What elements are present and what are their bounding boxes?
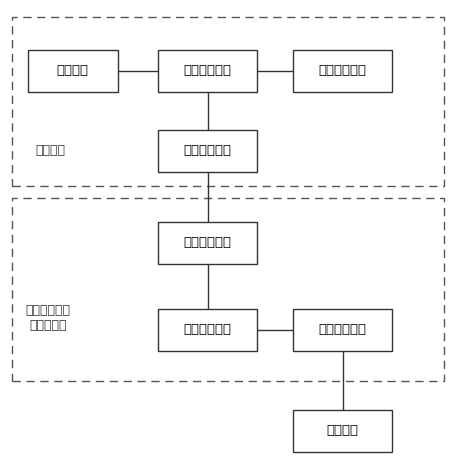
Text: 便携式扩频信
号检测设备: 便携式扩频信 号检测设备 bbox=[25, 304, 70, 332]
Bar bbox=[158, 50, 257, 92]
Bar bbox=[158, 221, 257, 264]
Bar bbox=[27, 50, 117, 92]
Bar bbox=[158, 308, 257, 351]
Text: 第一控制模块: 第一控制模块 bbox=[183, 64, 231, 78]
Bar bbox=[293, 50, 392, 92]
Text: 第二蓝牙模块: 第二蓝牙模块 bbox=[183, 236, 231, 249]
Text: 第一蓝牙模块: 第一蓝牙模块 bbox=[183, 145, 231, 158]
Text: 智能终端: 智能终端 bbox=[35, 145, 65, 158]
Bar bbox=[293, 410, 392, 452]
Text: 指令生成模块: 指令生成模块 bbox=[318, 64, 366, 78]
Bar bbox=[12, 198, 443, 381]
Bar bbox=[158, 130, 257, 172]
Bar bbox=[293, 308, 392, 351]
Text: 被测设备: 被测设备 bbox=[326, 425, 358, 437]
Text: 显示模块: 显示模块 bbox=[56, 64, 88, 78]
Text: 第二控制模块: 第二控制模块 bbox=[183, 323, 231, 336]
Bar bbox=[12, 17, 443, 186]
Text: 扩频通信模块: 扩频通信模块 bbox=[318, 323, 366, 336]
